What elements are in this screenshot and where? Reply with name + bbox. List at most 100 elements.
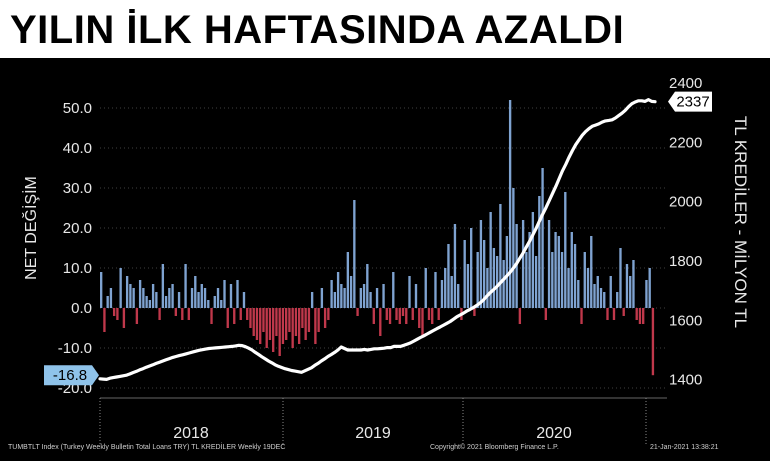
bar: [236, 280, 239, 308]
bar: [177, 292, 181, 308]
bar: [502, 260, 505, 308]
bar: [473, 308, 476, 316]
bar: [278, 308, 281, 356]
bar: [262, 308, 265, 332]
bar: [564, 192, 567, 308]
bar: [216, 288, 220, 308]
bar: [593, 284, 596, 308]
bar: [171, 284, 174, 308]
bar: [369, 292, 372, 308]
labels: 50.040.030.020.010.00.0-10.0-20.02400220…: [21, 75, 750, 442]
bar: [190, 288, 194, 308]
bar: [534, 256, 538, 308]
bar: [323, 308, 327, 328]
bar: [424, 268, 427, 308]
bar: [100, 272, 103, 308]
bar: [632, 260, 635, 308]
bar: [492, 248, 496, 308]
bar: [112, 308, 116, 316]
bar: [629, 276, 632, 308]
bar: [226, 308, 229, 328]
bar: [648, 268, 651, 308]
bar: [638, 308, 642, 324]
grid: [100, 107, 667, 389]
line-layer: [98, 97, 657, 381]
left-tick-label: 50.0: [63, 100, 92, 117]
bar: [174, 308, 177, 316]
bar: [362, 284, 366, 308]
bar: [356, 308, 359, 316]
bar: [366, 264, 369, 308]
bar: [132, 288, 135, 308]
bar: [551, 252, 554, 308]
bar: [301, 308, 304, 328]
bar: [382, 284, 385, 308]
footer-copyright: Copyright© 2021 Bloomberg Finance L.P.: [430, 444, 559, 451]
bar: [145, 296, 148, 308]
title-band: YILIN İLK HAFTASINDA AZALDI: [0, 0, 770, 58]
bar: [314, 308, 317, 344]
bar: [330, 280, 333, 308]
bar: [505, 236, 509, 308]
bar: [155, 292, 158, 308]
bar: [547, 220, 551, 308]
bar: [246, 308, 249, 320]
bar: [379, 308, 382, 336]
last-line-badge: [668, 91, 712, 112]
bar: [275, 308, 278, 336]
bar: [508, 100, 512, 308]
bar: [625, 264, 629, 308]
bar: [194, 276, 197, 308]
left-tick-label: 40.0: [63, 140, 92, 157]
bar: [122, 308, 126, 328]
bar: [486, 268, 489, 308]
bar: [158, 308, 161, 320]
bar: [440, 280, 444, 308]
bar: [210, 308, 213, 324]
bar: [405, 308, 408, 324]
bar: [142, 288, 145, 308]
bar: [560, 252, 564, 308]
bar: [181, 308, 184, 320]
bar: [499, 204, 502, 308]
bar: [385, 308, 388, 320]
bar: [187, 308, 190, 320]
bar: [392, 272, 395, 308]
bar: [414, 284, 418, 308]
bar: [531, 212, 535, 308]
bar: [619, 248, 622, 308]
bar: [431, 308, 434, 324]
bar: [229, 284, 233, 308]
bar: [268, 308, 272, 340]
bar: [635, 308, 638, 320]
bar: [586, 268, 590, 308]
bar: [349, 276, 353, 308]
bar: [317, 308, 320, 332]
bar: [567, 268, 570, 308]
bar: [573, 244, 577, 308]
bar: [346, 252, 350, 308]
bar: [466, 264, 470, 308]
bar: [148, 300, 152, 308]
last-line-value: 2337: [676, 94, 709, 111]
bar: [288, 308, 291, 332]
chart-title: YILIN İLK HAFTASINDA AZALDI: [10, 8, 625, 52]
bar: [612, 308, 616, 320]
bar: [421, 308, 424, 336]
bar: [470, 228, 473, 308]
bar: [203, 288, 207, 308]
bar: [307, 308, 311, 332]
bar: [444, 268, 447, 308]
bars: [100, 100, 655, 376]
right-tick-label: 2000: [669, 194, 702, 211]
bar: [103, 308, 106, 332]
bar: [554, 232, 557, 308]
bar: [249, 308, 252, 328]
bar: [609, 276, 612, 308]
bar: [106, 296, 109, 308]
bar: [239, 308, 242, 320]
bar: [320, 288, 324, 308]
bar: [297, 308, 301, 344]
right-tick-label: 2200: [669, 134, 702, 151]
